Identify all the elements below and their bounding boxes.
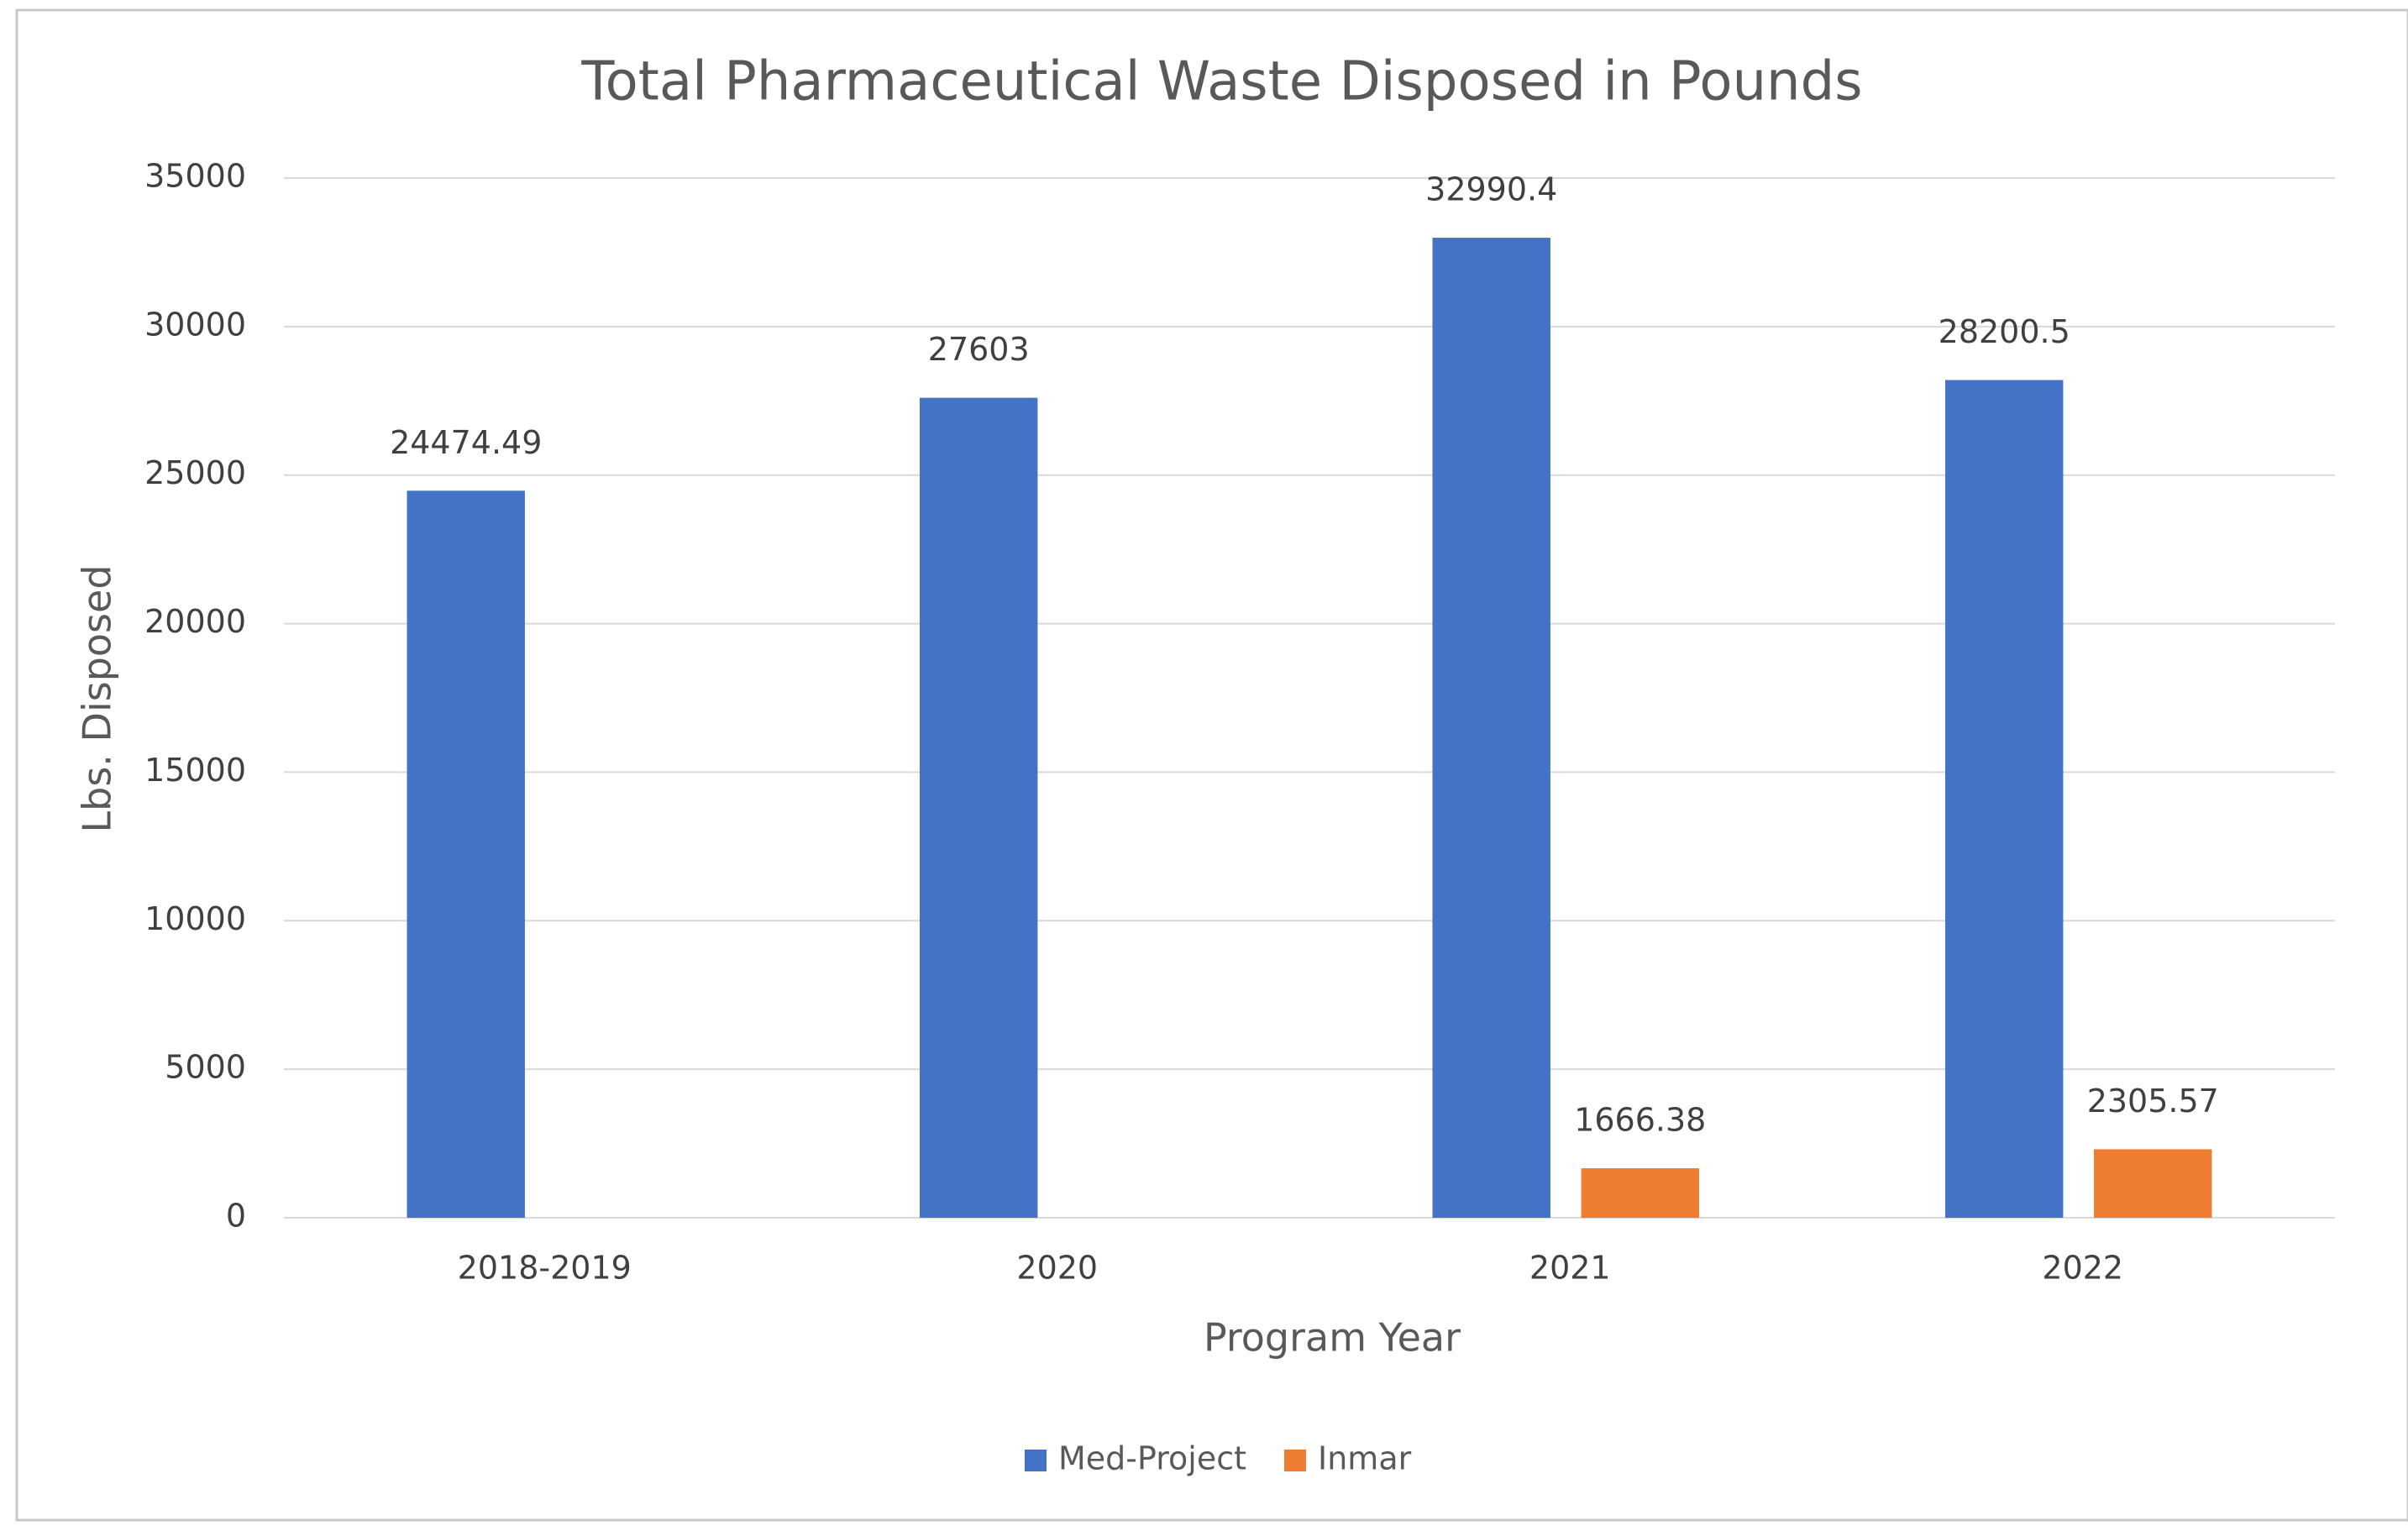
data-label: 28200.5 <box>1938 313 2070 350</box>
legend-label: Inmar <box>1318 1440 1412 1477</box>
y-tick-label: 5000 <box>165 1049 246 1086</box>
legend-swatch <box>1025 1450 1047 1471</box>
data-label: 1666.38 <box>1574 1102 1706 1139</box>
data-label: 2305.57 <box>2087 1083 2219 1120</box>
bar <box>1432 238 1550 1219</box>
y-axis-label: Lbs. Disposed <box>75 564 120 832</box>
x-tick-label: 2018-2019 <box>458 1250 632 1287</box>
y-tick-label: 20000 <box>144 603 246 640</box>
y-tick-label: 30000 <box>144 306 246 343</box>
legend-label: Med-Project <box>1058 1440 1246 1477</box>
data-label: 32990.4 <box>1425 171 1557 208</box>
y-tick-label: 35000 <box>144 158 246 195</box>
data-label: 27603 <box>928 331 1030 368</box>
y-tick-label: 15000 <box>144 752 246 789</box>
y-tick-label: 25000 <box>144 454 246 491</box>
bar <box>1581 1168 1699 1218</box>
bar <box>407 490 525 1218</box>
y-tick-label: 10000 <box>144 900 246 937</box>
x-tick-label: 2021 <box>1529 1250 1611 1287</box>
data-label: 24474.49 <box>390 424 542 461</box>
bar <box>920 397 1038 1218</box>
x-tick-label: 2020 <box>1016 1250 1098 1287</box>
x-tick-label: 2022 <box>2042 1250 2123 1287</box>
x-axis-label: Program Year <box>1204 1315 1461 1361</box>
y-tick-label: 0 <box>226 1198 246 1235</box>
legend-swatch <box>1284 1450 1307 1471</box>
bar <box>2094 1149 2212 1218</box>
chart-title: Total Pharmaceutical Waste Disposed in P… <box>580 51 1862 113</box>
bar <box>1945 380 2064 1218</box>
